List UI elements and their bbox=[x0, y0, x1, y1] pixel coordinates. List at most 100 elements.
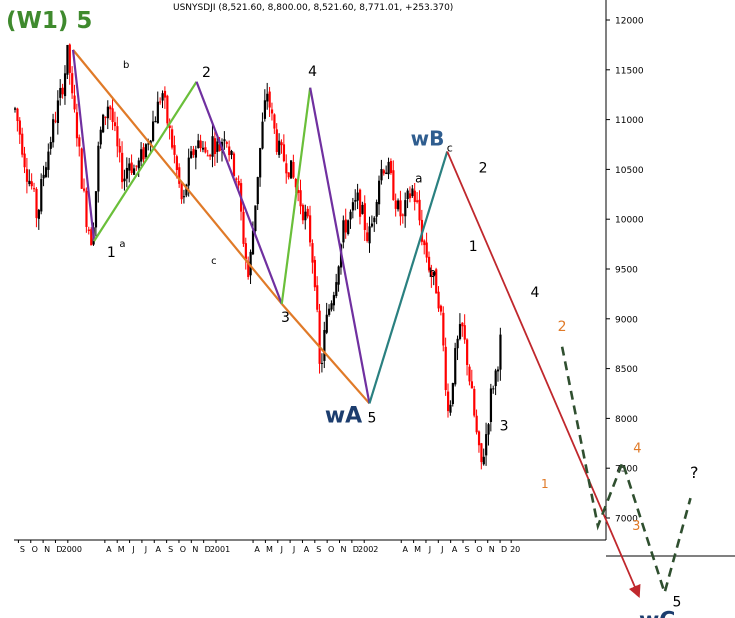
candle-body bbox=[14, 108, 17, 110]
candle-body bbox=[256, 177, 259, 205]
x-tick-label: M bbox=[266, 545, 273, 554]
candle-body bbox=[494, 370, 497, 387]
candle-body bbox=[342, 220, 345, 243]
quote-title: USNYSDJI (8,521.60, 8,800.00, 8,521.60, … bbox=[173, 3, 454, 13]
candle-body bbox=[437, 291, 440, 309]
wave-label: 5 bbox=[672, 595, 681, 611]
candle-body bbox=[461, 322, 464, 327]
candle-body bbox=[292, 161, 295, 178]
wave-c-arrow bbox=[446, 151, 641, 599]
candle-body bbox=[244, 243, 247, 260]
candle-body bbox=[454, 348, 457, 385]
candle-body bbox=[480, 443, 483, 463]
wave-label: 1 bbox=[107, 245, 116, 261]
candle-body bbox=[156, 101, 159, 124]
candle-body bbox=[318, 310, 321, 364]
candle-body bbox=[237, 180, 240, 186]
candle-body bbox=[218, 144, 221, 151]
wave-line bbox=[93, 81, 198, 242]
x-tick-label: D bbox=[501, 545, 507, 554]
candle-body bbox=[75, 112, 79, 139]
candle-body bbox=[356, 192, 359, 201]
candle-body bbox=[249, 251, 252, 276]
x-tick-label: N bbox=[44, 545, 50, 554]
candle-body bbox=[123, 178, 126, 182]
wave-label: ? bbox=[690, 463, 699, 482]
y-tick-label: 9000 bbox=[615, 315, 638, 325]
x-tick-label: 2002 bbox=[358, 545, 378, 554]
wave-label: 1 bbox=[469, 239, 478, 255]
candle-body bbox=[311, 243, 314, 263]
y-tick-label: 9500 bbox=[615, 266, 638, 276]
candle-body bbox=[47, 151, 50, 170]
candle-body bbox=[28, 180, 31, 185]
candle-body bbox=[161, 93, 164, 101]
candle-body bbox=[135, 165, 138, 167]
candle-body bbox=[285, 163, 288, 174]
candle-body bbox=[299, 190, 302, 207]
candle-body bbox=[175, 156, 178, 171]
wave-title: (W1) 5 bbox=[6, 8, 93, 34]
candle-body bbox=[232, 153, 236, 177]
candle-body bbox=[492, 388, 495, 390]
candle-body bbox=[496, 369, 500, 372]
candle-body bbox=[463, 325, 466, 340]
y-tick-label: 10000 bbox=[615, 216, 644, 226]
candle-body bbox=[423, 240, 426, 246]
wave-label: 2 bbox=[479, 160, 488, 176]
candle-body bbox=[418, 199, 421, 221]
x-tick-label: M bbox=[118, 545, 125, 554]
x-tick-label: A bbox=[403, 545, 409, 554]
x-tick-label: O bbox=[180, 545, 186, 554]
wave-label: b bbox=[123, 60, 129, 71]
candle-body bbox=[194, 149, 198, 158]
candle-body bbox=[128, 163, 131, 171]
wave-label: 3 bbox=[500, 418, 509, 434]
candle-body bbox=[416, 200, 419, 202]
candle-body bbox=[477, 431, 481, 446]
wave-line bbox=[195, 81, 283, 305]
candle-body bbox=[140, 149, 143, 162]
wave-label: 4 bbox=[308, 64, 317, 80]
x-tick-label: J bbox=[131, 545, 134, 554]
x-tick-label: J bbox=[292, 545, 295, 554]
candle-body bbox=[109, 106, 112, 110]
wave-line bbox=[309, 87, 371, 404]
candle-body bbox=[270, 109, 274, 114]
y-tick-label: 11000 bbox=[615, 116, 644, 126]
x-tick-label: A bbox=[452, 545, 458, 554]
x-tick-label: N bbox=[489, 545, 495, 554]
x-tick-label: J bbox=[280, 545, 283, 554]
candle-body bbox=[151, 121, 155, 141]
candle-body bbox=[111, 108, 114, 123]
candle-body bbox=[71, 73, 74, 94]
candle-body bbox=[225, 142, 228, 144]
x-tick-label: 20 bbox=[510, 545, 520, 554]
candle-body bbox=[144, 144, 148, 158]
wave-label: 5 bbox=[367, 410, 376, 426]
x-tick-label: A bbox=[106, 545, 112, 554]
candle-body bbox=[347, 220, 350, 234]
candle-body bbox=[228, 146, 231, 156]
wave-line bbox=[368, 151, 449, 404]
candle-body bbox=[82, 188, 86, 191]
candle-body bbox=[275, 129, 278, 152]
y-tick-label: 11500 bbox=[615, 66, 644, 76]
candle-body bbox=[351, 202, 355, 211]
candle-body bbox=[337, 266, 340, 285]
candle-body bbox=[66, 45, 69, 75]
x-tick-label: D bbox=[353, 545, 359, 554]
candle-body bbox=[447, 391, 450, 412]
candle-body bbox=[94, 191, 98, 228]
candle-body bbox=[206, 155, 209, 157]
candle-body bbox=[59, 88, 62, 98]
candle-body bbox=[332, 295, 336, 306]
candle-body bbox=[306, 208, 309, 217]
candle-body bbox=[118, 146, 121, 153]
candle-body bbox=[385, 172, 388, 175]
candle-body bbox=[235, 178, 238, 180]
candle-body bbox=[242, 211, 245, 244]
x-tick-label: D bbox=[205, 545, 211, 554]
x-tick-label: J bbox=[428, 545, 431, 554]
